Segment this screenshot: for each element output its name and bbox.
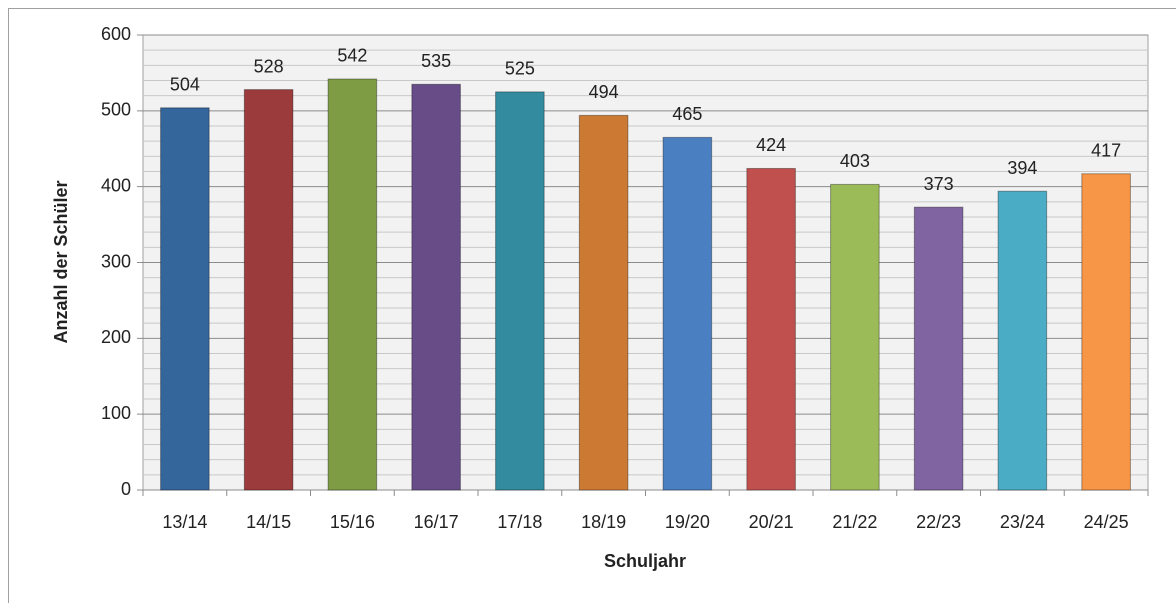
data-label: 525 [505, 59, 535, 79]
data-label: 535 [421, 51, 451, 71]
y-tick-label: 400 [101, 175, 131, 195]
y-tick-label: 600 [101, 24, 131, 44]
data-label: 494 [589, 82, 619, 102]
bar [495, 91, 545, 491]
x-tick-label: 23/24 [1000, 512, 1045, 532]
bar [913, 206, 964, 491]
bar [662, 136, 713, 491]
x-axis-title: Schuljahr [604, 551, 686, 571]
data-label: 504 [170, 75, 200, 95]
x-tick-label: 21/22 [832, 512, 877, 532]
bar [578, 114, 629, 491]
data-label: 403 [840, 151, 870, 171]
y-axis-title: Anzahl der Schüler [51, 180, 71, 343]
x-tick-label: 18/19 [581, 512, 626, 532]
data-label: 417 [1091, 141, 1121, 161]
bar [1081, 173, 1131, 491]
x-tick-label: 24/25 [1084, 512, 1129, 532]
data-label: 542 [337, 46, 367, 66]
y-tick-label: 0 [121, 479, 131, 499]
x-tick-label: 16/17 [414, 512, 459, 532]
data-label: 373 [924, 174, 954, 194]
x-tick-label: 20/21 [749, 512, 794, 532]
bar [411, 83, 461, 491]
x-tick-label: 19/20 [665, 512, 710, 532]
bar [746, 167, 796, 491]
data-label: 394 [1007, 158, 1037, 178]
y-tick-label: 300 [101, 251, 131, 271]
bar [243, 89, 294, 491]
y-tick-label: 500 [101, 100, 131, 120]
y-tick-label: 100 [101, 403, 131, 423]
data-label: 465 [672, 104, 702, 124]
x-tick-label: 17/18 [497, 512, 542, 532]
y-tick-label: 200 [101, 327, 131, 347]
data-label: 424 [756, 135, 786, 155]
bar [160, 107, 210, 491]
bar [327, 78, 378, 491]
bar [997, 190, 1048, 491]
x-tick-label: 13/14 [162, 512, 207, 532]
x-tick-label: 14/15 [246, 512, 291, 532]
bar [830, 183, 880, 491]
data-label: 528 [254, 56, 284, 76]
x-tick-label: 22/23 [916, 512, 961, 532]
x-tick-label: 15/16 [330, 512, 375, 532]
